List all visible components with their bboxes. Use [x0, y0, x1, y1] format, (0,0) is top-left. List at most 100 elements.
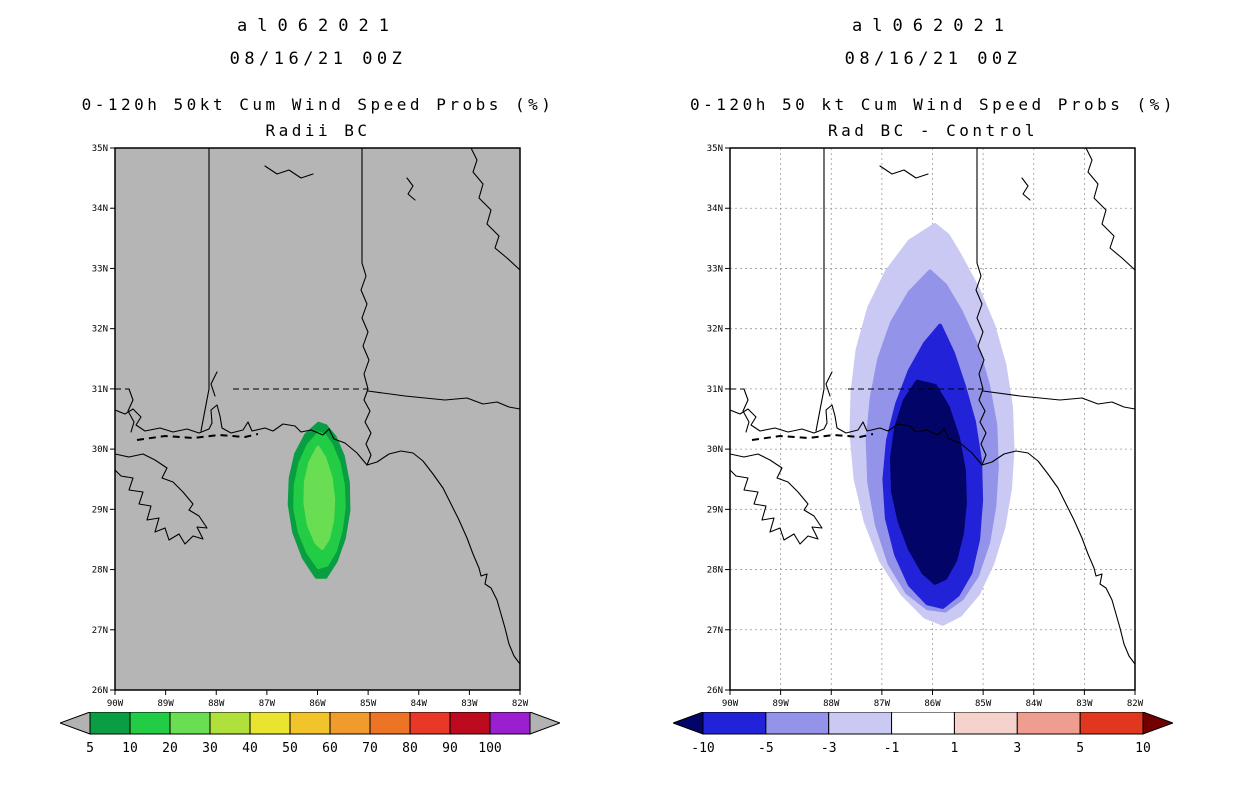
- colorbar-tick-label: 60: [322, 741, 338, 756]
- lat-tick-label: 29N: [92, 505, 108, 515]
- map-svg-rad-bc-control: 35N 34N 33N 32N 31N 30N 29N 28N 27N 26N 90W 89W 88W 8…: [707, 144, 1144, 709]
- colorbar-radii-bc: 5 10 20 30 40 50 60 70 80 90 100: [58, 711, 562, 762]
- colorbar-cell: [828, 711, 893, 735]
- lat-tick-label: 35N: [92, 144, 108, 154]
- colorbar-tick-label: 5: [1076, 741, 1084, 756]
- storm-id: al062021: [237, 16, 399, 36]
- subtitle-block: 0-120h 50kt Cum Wind Speed Probs (%) Rad…: [53, 92, 583, 144]
- colorbar-tick-label: 3: [1013, 741, 1021, 756]
- colorbar-cell: [1079, 711, 1144, 735]
- contour-level--10: [890, 379, 967, 585]
- colorbar-tick-label: -10: [691, 741, 714, 756]
- panel-header-left: al062021 08/16/21 00Z 0-120h 50kt Cum Wi…: [53, 10, 583, 144]
- colorbar-cell: [129, 711, 171, 735]
- lat-tick-label: 28N: [707, 566, 723, 576]
- colorbar-tick-label: 20: [162, 741, 178, 756]
- subtitle-line1: 0-120h 50 kt Cum Wind Speed Probs (%): [690, 95, 1176, 114]
- lat-tick-label: 26N: [92, 686, 108, 696]
- colorbar-svg-radii-bc: 5 10 20 30 40 50 60 70 80 90 100: [58, 711, 562, 756]
- lon-tick-label: 86W: [309, 699, 326, 709]
- colorbar-cell: [765, 711, 830, 735]
- lat-tick-label: 31N: [707, 385, 723, 395]
- lat-tick-label: 30N: [92, 445, 108, 455]
- colorbar-cell: [409, 711, 451, 735]
- init-datetime: 08/16/21 00Z: [844, 49, 1022, 69]
- lon-tick-label: 85W: [975, 699, 992, 709]
- coastlines-and-borders: [115, 148, 520, 665]
- lat-tick-label: 29N: [707, 505, 723, 515]
- lat-tick-label: 27N: [92, 626, 108, 636]
- colorbar-cell: [1016, 711, 1081, 735]
- lon-tick-label: 83W: [1076, 699, 1093, 709]
- lon-tick-label: 89W: [772, 699, 789, 709]
- axis-labels: 35N 34N 33N 32N 31N 30N 29N 28N 27N 26N 90W 89W 88W 8…: [92, 144, 529, 709]
- colorbar-tick-label: -3: [821, 741, 837, 756]
- colorbar-tick-label: 1: [951, 741, 959, 756]
- colorbar-tick-label: -5: [758, 741, 774, 756]
- map-background: [115, 148, 520, 690]
- lon-tick-label: 90W: [107, 699, 124, 709]
- lon-tick-label: 87W: [874, 699, 891, 709]
- lat-tick-label: 28N: [92, 566, 108, 576]
- colorbar-cell: [169, 711, 211, 735]
- colorbar-labels: -10 -5 -3 -1 1 3 5 10: [691, 741, 1151, 756]
- map-svg-radii-bc: 35N 34N 33N 32N 31N 30N 29N 28N 27N 26N 90W 89W 88W 8…: [92, 144, 529, 709]
- colorbar-cell: [329, 711, 371, 735]
- map-rad-bc-minus-control: 35N 34N 33N 32N 31N 30N 29N 28N 27N 26N 90W 89W 88W 8…: [692, 144, 1146, 720]
- coastlines-and-borders: [730, 148, 1135, 665]
- colorbar-cell: [369, 711, 411, 735]
- lat-tick-label: 32N: [707, 325, 723, 335]
- lat-tick-label: 26N: [707, 686, 723, 696]
- colorbar-labels: 5 10 20 30 40 50 60 70 80 90 100: [86, 741, 502, 756]
- subtitle-block: 0-120h 50 kt Cum Wind Speed Probs (%) Ra…: [668, 92, 1198, 144]
- contour-level-20: [303, 445, 336, 550]
- lat-tick-label: 27N: [707, 626, 723, 636]
- colorbar-difference: -10 -5 -3 -1 1 3 5 10: [671, 711, 1175, 762]
- colorbar-tick-label: 90: [442, 741, 458, 756]
- colorbar-tick-label: 80: [402, 741, 418, 756]
- colorbar-tick-label: 30: [202, 741, 218, 756]
- colorbar-tick-label: 100: [478, 741, 501, 756]
- lat-tick-label: 30N: [707, 445, 723, 455]
- lon-tick-label: 85W: [360, 699, 377, 709]
- lat-tick-label: 33N: [707, 264, 723, 274]
- colorbar-cell: [209, 711, 251, 735]
- lat-tick-label: 31N: [92, 385, 108, 395]
- lon-tick-label: 90W: [722, 699, 739, 709]
- panel-header-right: al062021 08/16/21 00Z 0-120h 50 kt Cum W…: [668, 10, 1198, 144]
- colorbar-cell: [891, 711, 955, 735]
- map-radii-bc: 35N 34N 33N 32N 31N 30N 29N 28N 27N 26N 90W 89W 88W 8…: [77, 144, 531, 720]
- lon-tick-label: 89W: [157, 699, 174, 709]
- colorbar-cell: [449, 711, 491, 735]
- colorbar-tick-label: 10: [1135, 741, 1151, 756]
- lat-tick-label: 33N: [92, 264, 108, 274]
- lon-tick-label: 83W: [461, 699, 478, 709]
- lat-tick-label: 35N: [707, 144, 723, 154]
- lon-tick-label: 82W: [512, 699, 529, 709]
- lon-tick-label: 88W: [208, 699, 225, 709]
- colorbar-cell: [289, 711, 331, 735]
- lat-tick-label: 34N: [92, 204, 108, 214]
- colorbar-cell: [249, 711, 291, 735]
- lon-tick-label: 84W: [411, 699, 428, 709]
- colorbar-cell: [89, 711, 131, 735]
- panel-rad-bc-minus-control: al062021 08/16/21 00Z 0-120h 50 kt Cum W…: [618, 0, 1236, 800]
- colorbar-tick-label: 10: [122, 741, 138, 756]
- colorbar-tick-label: -1: [884, 741, 900, 756]
- subtitle-line2: Radii BC: [265, 121, 371, 140]
- colorbar-cell: [489, 711, 531, 735]
- colorbar-tick-label: 50: [282, 741, 298, 756]
- lon-tick-label: 84W: [1026, 699, 1043, 709]
- lat-tick-label: 32N: [92, 325, 108, 335]
- axis-labels: 35N 34N 33N 32N 31N 30N 29N 28N 27N 26N 90W 89W 88W 8…: [707, 144, 1144, 709]
- lon-tick-label: 82W: [1127, 699, 1144, 709]
- colorbar-left-arrow: [671, 711, 704, 735]
- colorbar-left-arrow: [58, 711, 91, 735]
- contour-fills: [287, 421, 351, 579]
- lat-tick-label: 34N: [707, 204, 723, 214]
- colorbar-cell: [702, 711, 767, 735]
- contour-fills: [849, 223, 1015, 626]
- colorbar-cell: [953, 711, 1018, 735]
- storm-id: al062021: [852, 16, 1014, 36]
